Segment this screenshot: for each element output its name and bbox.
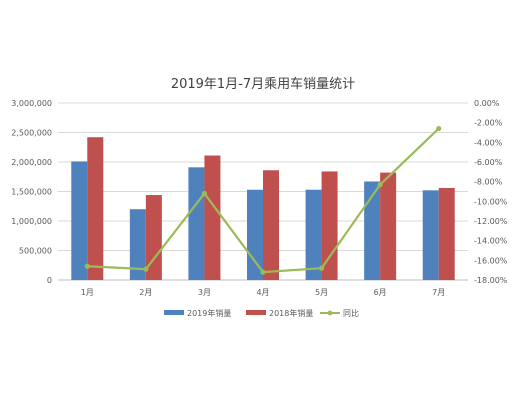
yoy-point [201, 190, 208, 197]
legend: 2019年销量 2018年销量 同比 [164, 308, 359, 318]
right-tick-label: -14.00% [474, 237, 508, 246]
bar [305, 189, 322, 280]
bar [364, 181, 381, 280]
bar [263, 170, 279, 280]
left-axis: 0 500,000 1,000,000 1,500,000 2,000,000 2,500… [11, 99, 52, 285]
legend-label: 2019年销量 [187, 308, 231, 318]
left-tick-label: 1,000,000 [11, 217, 52, 226]
yoy-point [143, 266, 149, 272]
bar [87, 137, 104, 280]
right-tick-label: -6.00% [474, 158, 503, 167]
category-label: 2月 [139, 288, 152, 297]
yoy-point [260, 269, 266, 275]
left-tick-label: 2,500,000 [11, 129, 52, 138]
left-tick-label: 1,500,000 [11, 188, 52, 197]
line-series [84, 125, 442, 275]
right-tick-label: -4.00% [474, 138, 503, 147]
category-label: 5月 [315, 288, 328, 297]
legend-swatch [246, 310, 266, 315]
bar [204, 155, 221, 280]
category-label: 4月 [256, 288, 269, 297]
right-tick-label: 0.00% [474, 99, 500, 108]
right-tick-label: -18.00% [474, 276, 508, 285]
right-tick-label: -10.00% [474, 197, 508, 206]
category-label: 1月 [81, 288, 94, 297]
right-tick-label: -12.00% [474, 217, 508, 226]
legend-swatch [164, 310, 184, 315]
left-tick-label: 500,000 [19, 247, 52, 256]
category-label: 6月 [374, 288, 387, 297]
left-tick-label: 2,000,000 [11, 158, 52, 167]
bar [129, 209, 146, 280]
legend-marker [327, 310, 333, 316]
chart-title: 2019年1月-7月乘用车销量统计 [171, 76, 355, 92]
bar [71, 161, 88, 280]
yoy-point [436, 125, 442, 132]
bar [188, 167, 205, 280]
bar [438, 187, 455, 280]
right-tick-label: -16.00% [474, 256, 508, 265]
left-tick-label: 0 [47, 276, 52, 285]
bar [247, 189, 263, 280]
yoy-point [377, 182, 383, 188]
legend-label: 2018年销量 [269, 308, 313, 318]
bar [380, 172, 397, 280]
bar-series [71, 137, 455, 280]
bar [422, 190, 439, 280]
right-axis: 0.00% -2.00% -4.00% -6.00% -8.00% -10.00% -12.… [474, 99, 508, 285]
category-label: 7月 [432, 288, 445, 297]
category-label: 3月 [198, 288, 211, 297]
left-tick-label: 3,000,000 [11, 99, 52, 108]
right-tick-label: -8.00% [474, 178, 503, 187]
bar [145, 195, 162, 280]
yoy-point [84, 263, 90, 269]
category-axis: 1月 2月 3月 4月 5月 6月 7月 [81, 288, 446, 297]
right-tick-label: -2.00% [474, 119, 503, 128]
legend-label: 同比 [343, 308, 359, 318]
yoy-point [318, 265, 325, 271]
